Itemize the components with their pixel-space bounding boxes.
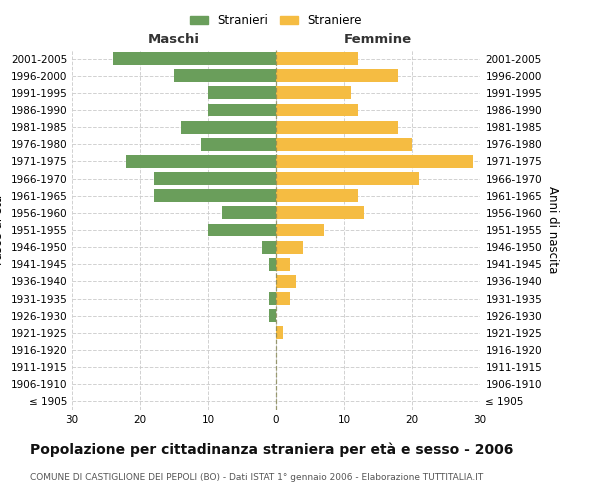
Bar xyxy=(127,155,276,168)
Bar xyxy=(276,258,290,270)
Bar xyxy=(269,292,276,305)
Bar xyxy=(181,120,276,134)
Bar xyxy=(276,155,473,168)
Bar xyxy=(174,70,276,82)
Bar xyxy=(269,310,276,322)
Bar xyxy=(276,52,358,65)
Y-axis label: Fasce di età: Fasce di età xyxy=(0,195,5,265)
Bar xyxy=(262,240,276,254)
Bar xyxy=(276,138,412,150)
Bar xyxy=(269,258,276,270)
Bar xyxy=(276,275,296,288)
Legend: Stranieri, Straniere: Stranieri, Straniere xyxy=(185,9,367,32)
Bar xyxy=(276,172,419,185)
Bar xyxy=(276,190,358,202)
Bar xyxy=(276,240,303,254)
Text: Maschi: Maschi xyxy=(148,34,200,46)
Bar xyxy=(276,104,358,117)
Bar xyxy=(276,292,290,305)
Bar xyxy=(208,224,276,236)
Bar xyxy=(154,172,276,185)
Bar xyxy=(201,138,276,150)
Text: Femmine: Femmine xyxy=(344,34,412,46)
Y-axis label: Anni di nascita: Anni di nascita xyxy=(546,186,559,274)
Bar xyxy=(276,120,398,134)
Text: COMUNE DI CASTIGLIONE DEI PEPOLI (BO) - Dati ISTAT 1° gennaio 2006 - Elaborazion: COMUNE DI CASTIGLIONE DEI PEPOLI (BO) - … xyxy=(30,472,483,482)
Bar xyxy=(276,224,323,236)
Bar xyxy=(276,206,364,220)
Bar xyxy=(276,326,283,340)
Bar xyxy=(221,206,276,220)
Bar xyxy=(208,104,276,117)
Bar xyxy=(276,86,351,100)
Bar xyxy=(154,190,276,202)
Bar xyxy=(113,52,276,65)
Bar xyxy=(276,70,398,82)
Bar xyxy=(208,86,276,100)
Text: Popolazione per cittadinanza straniera per età e sesso - 2006: Popolazione per cittadinanza straniera p… xyxy=(30,442,514,457)
